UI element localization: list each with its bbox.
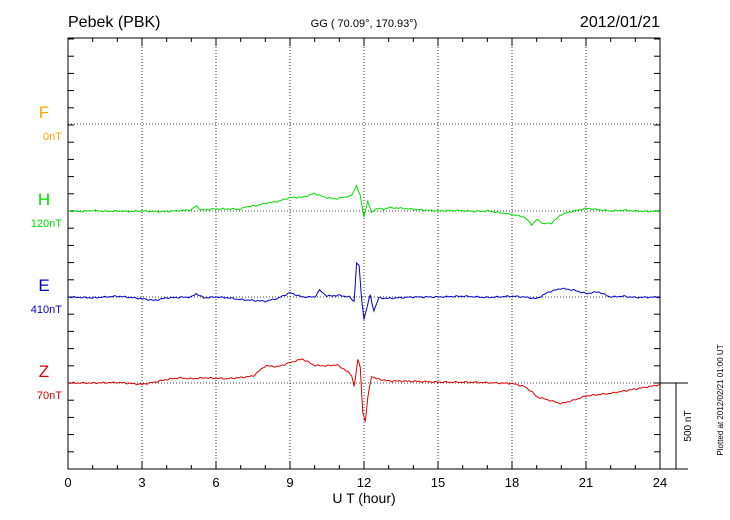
channel-offset-z: 70nT (37, 390, 62, 402)
x-tick-label: 12 (357, 475, 371, 490)
x-tick-label: 3 (138, 475, 145, 490)
channel-offset-e: 410nT (31, 304, 62, 316)
date-label: 2012/01/21 (580, 14, 660, 31)
series-line-h (67, 184, 661, 227)
grid-lines (68, 38, 660, 469)
x-tick-label: 18 (505, 475, 519, 490)
channel-name-h: H (38, 190, 50, 209)
plotted-at-note: Plotted at 2012/02/21 01:00 UT (716, 344, 725, 455)
series-line-z (68, 358, 661, 422)
scale-bar: 500 nT (660, 382, 694, 470)
x-axis-label: U T (hour) (332, 490, 395, 506)
x-tick-label: 6 (212, 475, 219, 490)
x-tick-label: 24 (653, 475, 667, 490)
channel-offset-h: 120nT (31, 218, 62, 230)
channel-offset-f: 0nT (43, 131, 62, 143)
channel-name-z: Z (39, 362, 49, 381)
series-line-e (68, 261, 660, 320)
x-tick-label: 21 (579, 475, 593, 490)
x-tick-label: 15 (431, 475, 445, 490)
x-tick-label: 9 (286, 475, 293, 490)
station-coords: GG ( 70.09°, 170.93°) (311, 18, 418, 30)
channel-name-e: E (38, 276, 49, 295)
channel-labels: F 0nT H 120nT E 410nT Z 70nT (31, 103, 62, 402)
series-group (67, 184, 661, 422)
x-tick-label: 0 (64, 475, 71, 490)
channel-name-f: F (39, 103, 49, 122)
station-title: Pebek (PBK) (68, 14, 160, 31)
scale-bar-label: 500 nT (683, 410, 694, 441)
x-ticks: 0 3 6 9 12 15 18 21 24 (64, 38, 667, 490)
